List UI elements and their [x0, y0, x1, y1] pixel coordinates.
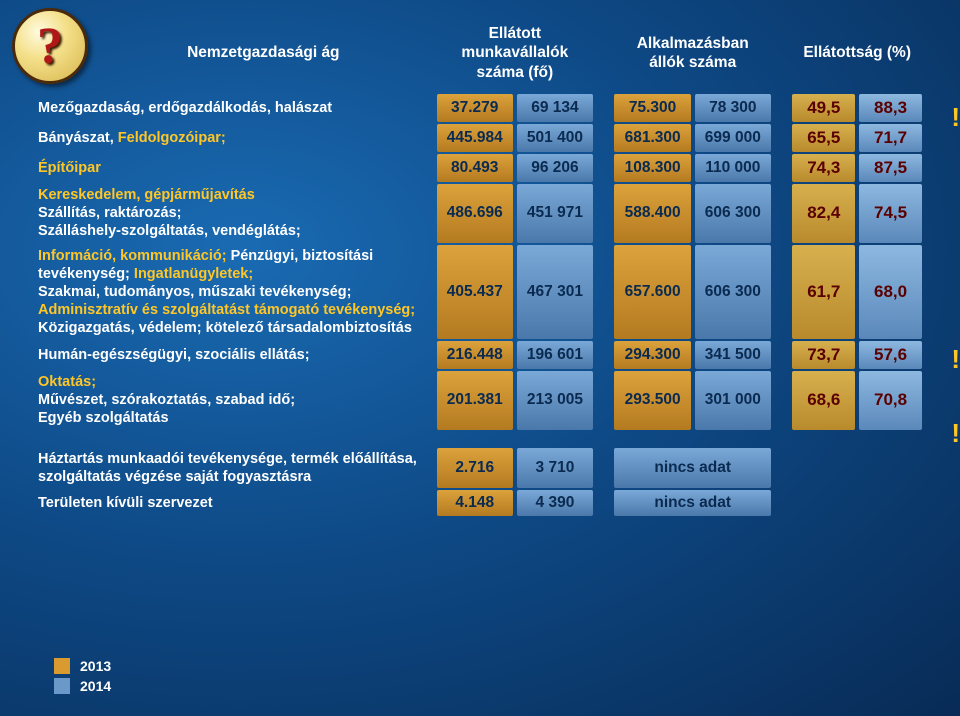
employed-2014: 96 206 [517, 154, 593, 182]
row-label: Mezőgazdaság, erdőgazdálkodás, halászat [38, 94, 433, 122]
employed-2013: 201.381 [437, 371, 513, 429]
employed-2014: 213 005 [517, 371, 593, 429]
coverage-2014: 74,5 [859, 184, 922, 242]
table-row: Információ, kommunikáció; Pénzügyi, bizt… [38, 245, 922, 340]
coverage-2013: 73,7 [792, 341, 855, 369]
alert-icon: ! [951, 344, 960, 375]
coverage-2013: 74,3 [792, 154, 855, 182]
employed-2013: 216.448 [437, 341, 513, 369]
alert-icon: ! [951, 102, 960, 133]
available-2013: 293.500 [614, 371, 690, 429]
employed-2014: 467 301 [517, 245, 593, 340]
table-row: Oktatás;Művészet, szórakoztatás, szabad … [38, 371, 922, 429]
employed-2014: 501 400 [517, 124, 593, 152]
coverage-2014: 68,0 [859, 245, 922, 340]
coverage-2014: 70,8 [859, 371, 922, 429]
row-label: Információ, kommunikáció; Pénzügyi, bizt… [38, 245, 433, 340]
available-2014: 606 300 [695, 184, 771, 242]
coverage-2013: 49,5 [792, 94, 855, 122]
coverage-2014: 57,6 [859, 341, 922, 369]
row-label: Kereskedelem, gépjárműjavításSzállítás, … [38, 184, 433, 242]
coverage-2014: 88,3 [859, 94, 922, 122]
employed-2013: 2.716 [437, 448, 513, 488]
header-sector: Nemzetgazdasági ág [38, 20, 433, 92]
employed-2014: 3 710 [517, 448, 593, 488]
table-row: Bányászat, Feldolgozóipar;445.984501 400… [38, 124, 922, 152]
table-row: Humán-egészségügyi, szociális ellátás;21… [38, 341, 922, 369]
no-data: nincs adat [614, 448, 770, 488]
available-2014: 301 000 [695, 371, 771, 429]
employed-2013: 4.148 [437, 490, 513, 516]
row-label: Bányászat, Feldolgozóipar; [38, 124, 433, 152]
available-2013: 75.300 [614, 94, 690, 122]
available-2014: 110 000 [695, 154, 771, 182]
employed-2014: 4 390 [517, 490, 593, 516]
available-2013: 294.300 [614, 341, 690, 369]
legend-swatch-2013 [54, 658, 70, 674]
coverage-2014: 71,7 [859, 124, 922, 152]
employed-2013: 445.984 [437, 124, 513, 152]
header-available: Alkalmazásban állók száma [614, 20, 770, 92]
available-2013: 681.300 [614, 124, 690, 152]
available-2014: 341 500 [695, 341, 771, 369]
coverage-2013: 61,7 [792, 245, 855, 340]
legend-label-2014: 2014 [80, 678, 111, 694]
coverage-2013: 68,6 [792, 371, 855, 429]
header-employed: Ellátott munkavállalók száma (fő) [437, 20, 593, 92]
row-label: Építőipar [38, 154, 433, 182]
coverage-2013: 65,5 [792, 124, 855, 152]
employed-2013: 405.437 [437, 245, 513, 340]
available-2013: 657.600 [614, 245, 690, 340]
header-coverage: Ellátottság (%) [792, 20, 922, 92]
row-label: Oktatás;Művészet, szórakoztatás, szabad … [38, 371, 433, 429]
employed-2014: 69 134 [517, 94, 593, 122]
employed-2014: 196 601 [517, 341, 593, 369]
employed-2014: 451 971 [517, 184, 593, 242]
legend: 2013 2014 [54, 654, 111, 694]
table-row: Mezőgazdaság, erdőgazdálkodás, halászat3… [38, 94, 922, 122]
employed-2013: 37.279 [437, 94, 513, 122]
table-row: Területen kívüli szervezet4.1484 390 ninc… [38, 490, 922, 516]
legend-label-2013: 2013 [80, 658, 111, 674]
coverage-2014: 87,5 [859, 154, 922, 182]
coverage-2013: 82,4 [792, 184, 855, 242]
row-label: Területen kívüli szervezet [38, 490, 433, 516]
row-label: Háztartás munkaadói tevékenysége, termék… [38, 448, 433, 488]
table-row: Kereskedelem, gépjárműjavításSzállítás, … [38, 184, 922, 242]
available-2013: 108.300 [614, 154, 690, 182]
available-2013: 588.400 [614, 184, 690, 242]
table-row: Építőipar80.49396 206 108.300110 000 74,38… [38, 154, 922, 182]
table-row: Háztartás munkaadói tevékenysége, termék… [38, 448, 922, 488]
employed-2013: 486.696 [437, 184, 513, 242]
available-2014: 606 300 [695, 245, 771, 340]
available-2014: 699 000 [695, 124, 771, 152]
legend-swatch-2014 [54, 678, 70, 694]
no-data: nincs adat [614, 490, 770, 516]
employed-2013: 80.493 [437, 154, 513, 182]
data-table: Nemzetgazdasági ág Ellátott munkavállaló… [34, 18, 926, 518]
alert-icon: ! [951, 418, 960, 449]
row-label: Humán-egészségügyi, szociális ellátás; [38, 341, 433, 369]
available-2014: 78 300 [695, 94, 771, 122]
